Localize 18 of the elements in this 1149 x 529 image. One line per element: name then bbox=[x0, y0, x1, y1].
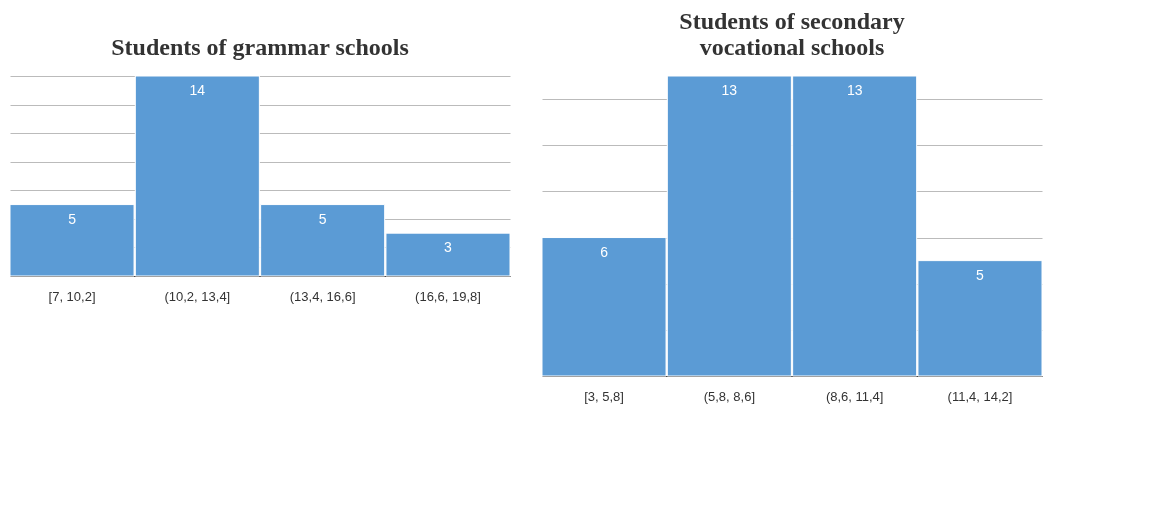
data-label: 13 bbox=[846, 82, 863, 98]
data-label: 5 bbox=[68, 210, 77, 227]
data-label: 13 bbox=[721, 82, 738, 98]
data-label: 5 bbox=[976, 266, 985, 283]
x-tick-label: (8,6, 11,4] bbox=[825, 388, 884, 404]
data-label: 6 bbox=[600, 243, 609, 260]
x-tick-label: (10,2, 13,4] bbox=[164, 288, 231, 304]
chart-title: Students of secondary vocational schools bbox=[679, 7, 905, 60]
x-tick-label: (16,6, 19,8] bbox=[415, 288, 481, 304]
data-label: 5 bbox=[318, 210, 327, 227]
x-tick-label: (13,4, 16,6] bbox=[289, 288, 356, 304]
x-tick-label: [7, 10,2] bbox=[48, 288, 96, 304]
x-tick-label: (11,4, 14,2] bbox=[947, 388, 1013, 404]
chart-title: Students of grammar schools bbox=[111, 33, 409, 60]
x-tick-label: (5,8, 8,6] bbox=[703, 388, 755, 404]
data-label: 3 bbox=[444, 239, 453, 256]
data-label: 14 bbox=[189, 82, 206, 98]
x-tick-label: [3, 5,8] bbox=[584, 388, 624, 404]
